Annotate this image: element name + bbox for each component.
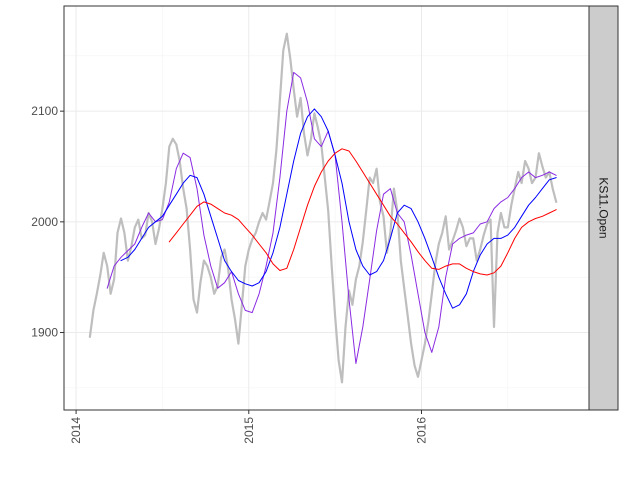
facet-strip: KS11.Open <box>588 5 619 411</box>
y-axis: 1900 2000 2100 <box>31 104 64 340</box>
x-tick-label: 2016 <box>414 417 428 444</box>
panel-background <box>64 6 589 410</box>
y-tick-label: 2100 <box>31 104 58 118</box>
series-line-ma-long <box>168 148 557 276</box>
y-tick-label: 1900 <box>31 326 58 340</box>
x-tick-label: 2014 <box>69 417 83 444</box>
facet-strip-label: KS11.Open <box>597 177 611 238</box>
facet-strip-background <box>588 5 619 411</box>
x-axis: 2014 2015 2016 <box>69 410 428 444</box>
plot-panel <box>63 5 590 411</box>
minor-gridlines <box>64 6 589 410</box>
y-tick-label: 2000 <box>31 215 58 229</box>
x-tick-label: 2015 <box>242 417 256 444</box>
series-layer <box>88 32 558 384</box>
series-line-price <box>88 32 558 384</box>
series-line-ma-mid <box>120 108 557 309</box>
